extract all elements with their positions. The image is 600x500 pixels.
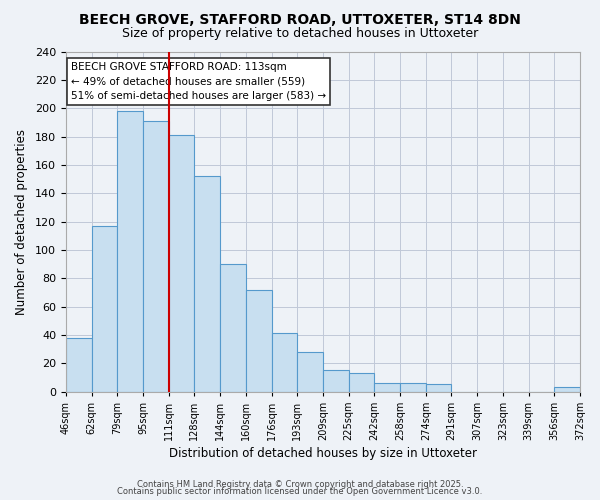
Text: Contains HM Land Registry data © Crown copyright and database right 2025.: Contains HM Land Registry data © Crown c… [137,480,463,489]
Bar [554,388,580,392]
Bar [118,111,143,392]
Bar [400,383,426,392]
Bar [143,121,169,392]
Bar [323,370,349,392]
Bar [220,264,246,392]
Bar [66,338,92,392]
Bar [297,352,323,392]
Bar [426,384,451,392]
Bar [92,226,118,392]
Bar [246,290,272,392]
Bar [349,373,374,392]
Bar [272,334,297,392]
Bar [374,383,400,392]
Y-axis label: Number of detached properties: Number of detached properties [15,128,28,314]
Bar [169,135,194,392]
X-axis label: Distribution of detached houses by size in Uttoxeter: Distribution of detached houses by size … [169,447,477,460]
Text: Contains public sector information licensed under the Open Government Licence v3: Contains public sector information licen… [118,488,482,496]
Bar [194,176,220,392]
Text: Size of property relative to detached houses in Uttoxeter: Size of property relative to detached ho… [122,28,478,40]
Text: BEECH GROVE STAFFORD ROAD: 113sqm
← 49% of detached houses are smaller (559)
51%: BEECH GROVE STAFFORD ROAD: 113sqm ← 49% … [71,62,326,102]
Text: BEECH GROVE, STAFFORD ROAD, UTTOXETER, ST14 8DN: BEECH GROVE, STAFFORD ROAD, UTTOXETER, S… [79,12,521,26]
